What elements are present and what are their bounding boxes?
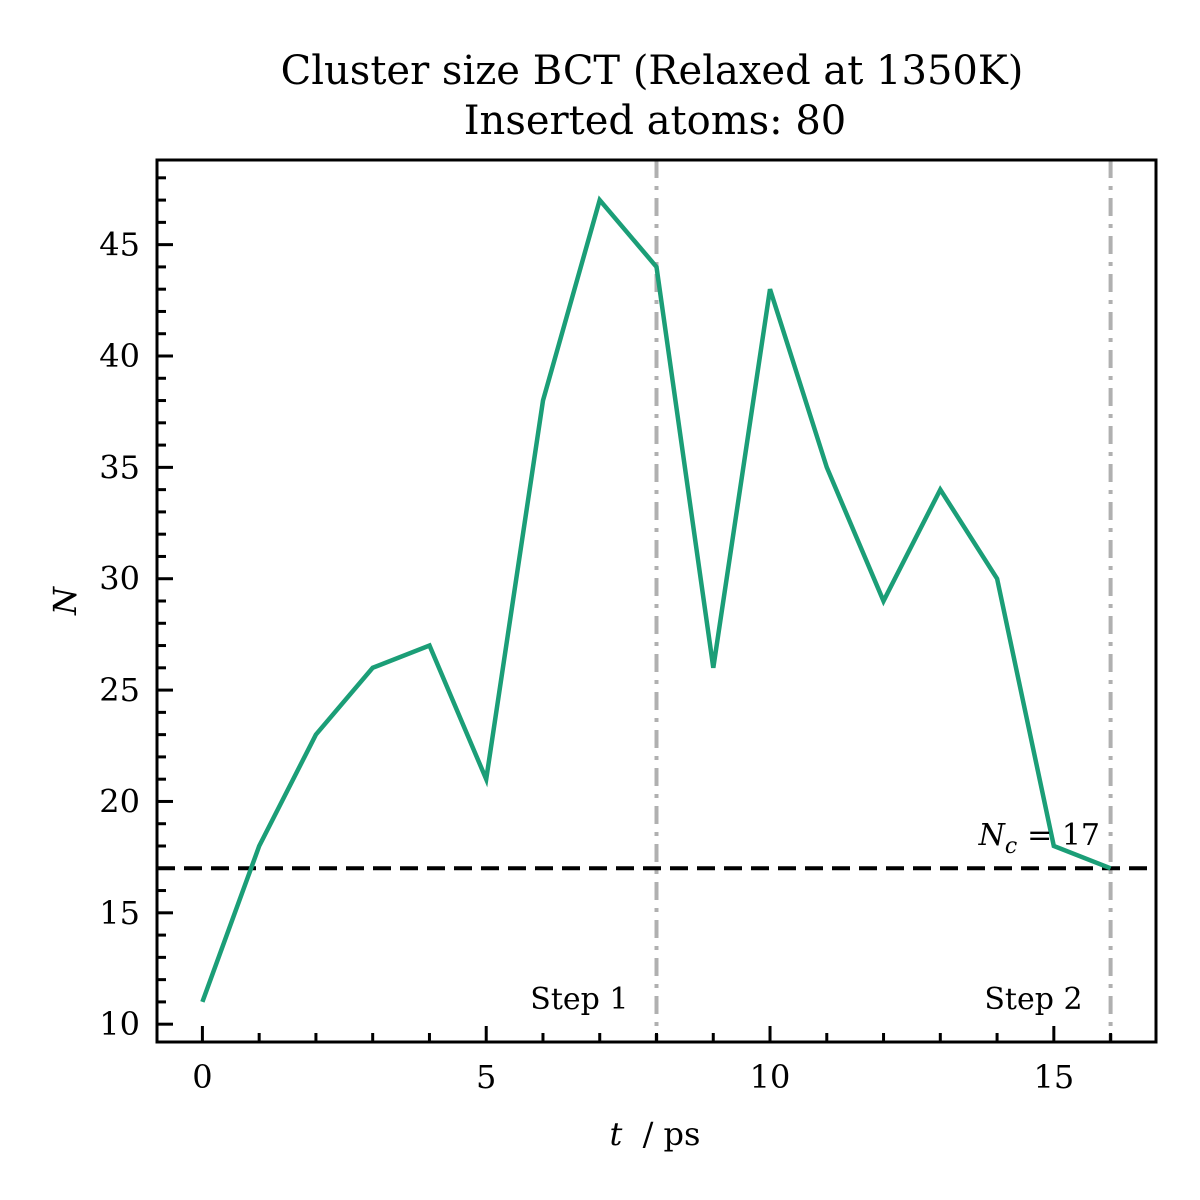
- y-tick-label: 10: [99, 1005, 140, 1043]
- y-tick-label: 30: [99, 560, 140, 598]
- y-tick-label: 25: [99, 671, 140, 709]
- x-axis-label: t / ps: [610, 1115, 701, 1153]
- y-tick-label: 40: [99, 337, 140, 375]
- x-tick-label: 15: [1033, 1058, 1074, 1096]
- x-tick-label: 5: [476, 1058, 496, 1096]
- plot-frame: [155, 158, 1158, 1044]
- y-tick-label: 45: [99, 226, 140, 264]
- y-axis-label: N: [46, 586, 84, 616]
- chart-subtitle: Inserted atoms: 80: [464, 98, 847, 144]
- x-tick-label: 10: [750, 1058, 791, 1096]
- y-tick-label: 20: [99, 782, 140, 820]
- chart-title: Cluster size BCT (Relaxed at 1350K): [281, 48, 1024, 94]
- x-axis-variable: t: [610, 1115, 623, 1153]
- step-label-2: Step 2: [984, 982, 1082, 1017]
- step-label-1: Step 1: [530, 982, 628, 1017]
- threshold-label-rest: = 17: [1027, 818, 1100, 853]
- y-tick-label: 35: [99, 448, 140, 486]
- threshold-label-sub: c: [1005, 834, 1017, 859]
- x-axis-unit: / ps: [643, 1115, 701, 1153]
- y-tick-label: 15: [99, 894, 140, 932]
- x-tick-label: 0: [192, 1058, 212, 1096]
- threshold-label: Nc = 17: [978, 818, 1100, 859]
- threshold-label-var: N: [978, 818, 1007, 853]
